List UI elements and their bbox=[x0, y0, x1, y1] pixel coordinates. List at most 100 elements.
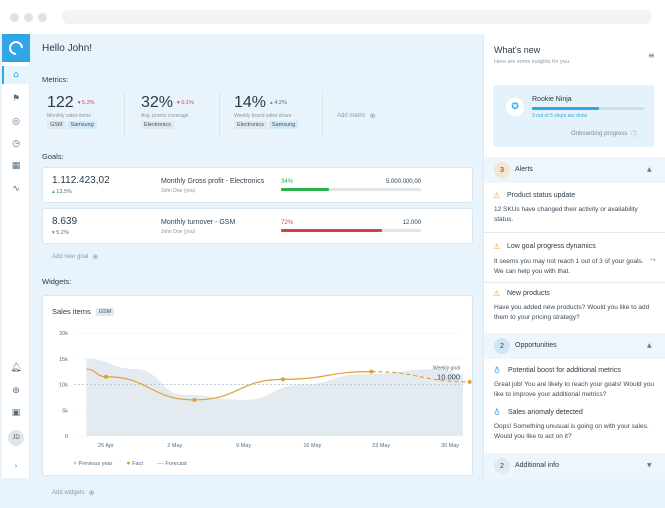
metric-value: 14% bbox=[234, 94, 267, 111]
avatar[interactable]: JD bbox=[8, 430, 24, 446]
plus-circle-icon: ⊕ bbox=[369, 112, 376, 120]
opportunities-count: 2 bbox=[494, 338, 510, 354]
metric-tag: GSM bbox=[47, 121, 66, 129]
legend-item: ● Previous year bbox=[73, 460, 113, 467]
alerts-header[interactable]: 3 Alerts ▲ bbox=[484, 157, 665, 183]
chevron-down-icon[interactable]: ▼ bbox=[647, 462, 652, 469]
metric-delta: ▾ 5.2% bbox=[77, 100, 95, 106]
onboarding-steps: 3 out of 5 steps are done bbox=[532, 113, 588, 119]
add-goal-button[interactable]: Add new goal ⊕ bbox=[52, 253, 98, 261]
goal-label: Weekly goal bbox=[433, 366, 460, 372]
metric-value: 122 bbox=[47, 94, 74, 111]
y-tick-label: 15k bbox=[59, 357, 68, 363]
goal-value: 8.639 bbox=[52, 216, 78, 227]
add-widgets-button[interactable]: Add widgets ⊕ bbox=[52, 489, 95, 497]
y-tick-label: 10k bbox=[59, 383, 68, 389]
onboarding-link[interactable]: Onboarding progress ⓘ bbox=[571, 129, 638, 139]
opportunities-title: Opportunities bbox=[515, 342, 557, 349]
expand-sidebar-icon[interactable]: › bbox=[14, 462, 18, 470]
goal-card[interactable]: 1.112.423,02 ▴ 13.5% Monthly Gross profi… bbox=[42, 167, 473, 203]
address-bar[interactable] bbox=[62, 10, 652, 24]
forecast-point bbox=[467, 379, 472, 384]
legend-item: — Forecast bbox=[156, 460, 187, 467]
goal-progress-track bbox=[281, 188, 421, 191]
alert-text: It seems you may not reach 1 out of 3 of… bbox=[494, 258, 644, 275]
goal-owner: John Doe (you) bbox=[161, 229, 196, 235]
chart-legend: ● Previous year ● Fact — Forecast bbox=[73, 460, 187, 467]
metric-divider bbox=[322, 92, 323, 136]
window-close-dot[interactable] bbox=[10, 13, 19, 22]
opportunities-header[interactable]: 2 Opportunities ▲ bbox=[484, 333, 665, 359]
metric-card[interactable]: 14% ▴ 4.2% Weekly brand sales share Elec… bbox=[234, 94, 300, 129]
goal-percent: 72% bbox=[281, 220, 294, 226]
additional-count: 2 bbox=[494, 458, 510, 474]
info-icon: ⓘ bbox=[631, 131, 638, 138]
bell-icon[interactable]: 🔔︎ bbox=[10, 363, 22, 373]
share-icon[interactable]: ↪ bbox=[650, 256, 656, 264]
activity-icon[interactable]: ∿ bbox=[12, 184, 20, 194]
metric-card[interactable]: 122 ▾ 5.2% Monthly sales items GSM Samsun… bbox=[47, 94, 99, 129]
panel-title: What's new bbox=[494, 45, 541, 55]
window-minimize-dot[interactable] bbox=[24, 13, 33, 22]
x-tick-label: 25 Apr bbox=[98, 443, 114, 449]
onboarding-fill bbox=[532, 107, 600, 110]
goal-progress-track bbox=[281, 229, 421, 232]
y-tick-label: 5k bbox=[62, 408, 68, 414]
metric-card[interactable]: 32% ▾ 0.1% Avg. promo coverage Electroni… bbox=[141, 94, 194, 129]
clock-icon[interactable]: ◷ bbox=[12, 139, 20, 149]
alert-text: Have you added new products? Would you l… bbox=[494, 304, 650, 321]
previous-year-area bbox=[86, 358, 463, 436]
goal-name: Monthly Gross profit - Electronics bbox=[161, 178, 265, 185]
goal-card[interactable]: 8.639 ▾ 5.2% Monthly turnover - GSM John… bbox=[42, 208, 473, 244]
target-icon[interactable]: ◎ bbox=[12, 117, 20, 127]
onboarding-card[interactable]: ✪ Rookie Ninja 3 out of 5 steps are done… bbox=[493, 85, 654, 147]
chevron-up-icon[interactable]: ▲ bbox=[647, 342, 652, 349]
panel-subtitle: Here are some insights for you. bbox=[494, 59, 571, 65]
metric-delta: ▾ 0.1% bbox=[177, 100, 194, 106]
logo-icon bbox=[6, 38, 26, 58]
x-tick-label: 23 May bbox=[372, 443, 390, 449]
window-maximize-dot[interactable] bbox=[38, 13, 47, 22]
add-metric-button[interactable]: Add metric ⊕ bbox=[337, 112, 376, 120]
fact-point bbox=[192, 397, 197, 402]
goal-target: 5.000.000,00 bbox=[385, 179, 421, 185]
goal-target: 12.000 bbox=[402, 220, 421, 226]
metric-tag: Electronics bbox=[234, 121, 267, 129]
alert-title: Low goal progress dynamics bbox=[507, 243, 596, 250]
add-widgets-label: Add widgets bbox=[52, 490, 85, 496]
alert-title: Product status update bbox=[507, 192, 576, 199]
sales-widget[interactable]: Sales items GSM 20k 15k 10k 5k 0 25 Apr 2 May 9… bbox=[42, 295, 473, 476]
x-tick-label: 16 May bbox=[303, 443, 321, 449]
goals-heading: Goals: bbox=[42, 152, 64, 161]
additional-info-header[interactable]: 2 Additional info ▼ bbox=[484, 453, 665, 479]
briefcase-icon[interactable]: ▣ bbox=[11, 408, 21, 418]
y-tick-label: 0 bbox=[65, 434, 68, 440]
lightbulb-icon: ♁ bbox=[494, 408, 500, 417]
metric-tag: Samsung bbox=[67, 121, 97, 129]
warning-icon: ⚠ bbox=[493, 242, 501, 251]
app-logo[interactable] bbox=[2, 34, 30, 62]
onboarding-track bbox=[532, 107, 644, 110]
flag-icon[interactable]: ⚑ bbox=[11, 94, 21, 104]
warning-icon: ⚠ bbox=[493, 191, 501, 200]
goal-owner: John Doe (you) bbox=[161, 188, 196, 194]
metric-label: Avg. promo coverage bbox=[141, 113, 189, 119]
sales-chart: 20k 15k 10k 5k 0 25 Apr 2 May 9 May 16 May 23 May… bbox=[59, 331, 472, 449]
alert-title: New products bbox=[507, 290, 550, 297]
opportunity-text: Oops! Something unusual is going on with… bbox=[494, 423, 649, 440]
goal-progress-fill bbox=[281, 188, 329, 191]
widget-title: Sales items bbox=[52, 307, 91, 316]
alerts-title: Alerts bbox=[515, 166, 533, 173]
calendar-icon[interactable]: ▦ bbox=[11, 161, 21, 171]
add-metric-label: Add metric bbox=[337, 113, 366, 119]
nav-active-indicator bbox=[2, 66, 30, 84]
home-icon[interactable]: ⌂ bbox=[13, 70, 19, 80]
goal-value: 10.000 bbox=[437, 373, 460, 382]
panel-menu-icon[interactable]: ≡ bbox=[648, 51, 655, 60]
legend-dot-icon: ● bbox=[126, 460, 131, 467]
chevron-up-icon[interactable]: ▲ bbox=[647, 166, 652, 173]
metric-tag: Electronics bbox=[141, 121, 174, 129]
goal-progress-fill bbox=[281, 229, 382, 232]
support-icon[interactable]: ⊛ bbox=[12, 386, 20, 396]
lightbulb-icon: ♁ bbox=[494, 366, 500, 375]
